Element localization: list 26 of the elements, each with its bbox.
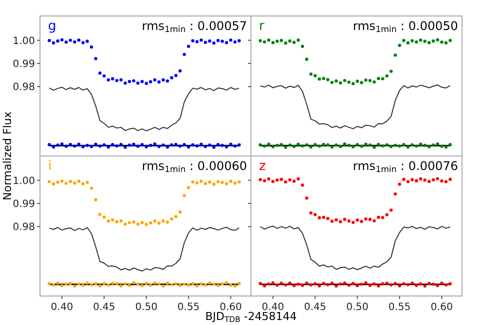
y-tick-label: 0.98 (12, 222, 35, 234)
annotation: rms$_{1min}$ : 0.00076 (352, 159, 458, 174)
x-tick-label: 0.55 (177, 302, 200, 313)
annotation: rms$_{1min}$ : 0.00050 (352, 19, 458, 34)
y-tick-label: 1.00 (12, 176, 35, 187)
chart-title: r (259, 19, 265, 34)
x-axis-title: BJD$_{TDB}$-2458144 (205, 310, 297, 324)
y-tick-label: 0.99 (12, 198, 35, 210)
x-tick-label: 0.40 (50, 302, 74, 313)
x-tick-label: 0.60 (220, 302, 242, 313)
chart-title: z (259, 159, 266, 174)
x-tick-label: 0.45 (304, 302, 326, 313)
y-tick-label: 0.98 (12, 82, 35, 94)
x-tick-label: 0.40 (262, 302, 284, 313)
x-tick-label: 0.50 (135, 302, 158, 313)
y-axis-title: Normalized Flux (1, 111, 14, 200)
x-tick-label: 0.45 (93, 302, 116, 313)
chart-title: i (48, 159, 52, 174)
y-tick-label: 0.99 (12, 58, 35, 70)
annotation: rms$_{1min}$ : 0.00060 (142, 159, 247, 174)
x-tick-label: 0.60 (430, 302, 453, 313)
y-tick-label: 1.00 (12, 36, 35, 47)
x-tick-label: 0.55 (388, 302, 411, 313)
x-tick-label: 0.50 (346, 302, 368, 313)
annotation: rms$_{1min}$ : 0.00057 (142, 19, 247, 34)
chart-title: g (48, 19, 56, 34)
